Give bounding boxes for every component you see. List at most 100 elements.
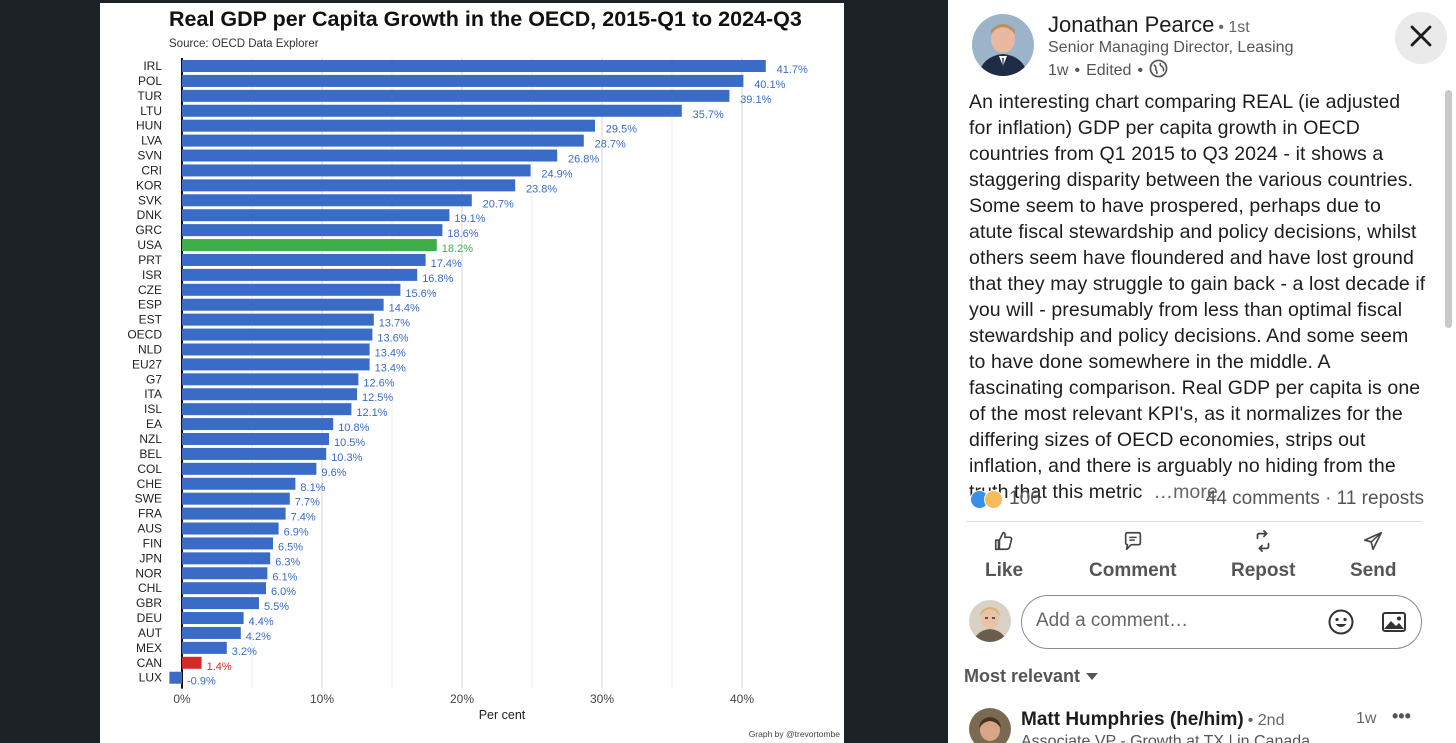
current-user-avatar[interactable] — [969, 600, 1011, 642]
category-label: FIN — [143, 536, 162, 550]
bar-svk — [182, 194, 472, 207]
chart-image[interactable]: Real GDP per Capita Growth in the OECD, … — [100, 3, 844, 743]
category-label: NOR — [135, 566, 162, 580]
caret-down-icon — [1086, 666, 1099, 687]
value-label: 10.5% — [334, 437, 365, 449]
value-label: 6.1% — [272, 571, 297, 583]
category-label: ITA — [144, 387, 162, 401]
bar-fra — [182, 507, 286, 520]
like-label: Like — [985, 560, 1024, 581]
bar-lva — [182, 134, 584, 147]
category-label: EA — [146, 417, 162, 431]
repost-arrows-icon — [1252, 530, 1274, 558]
reactions-summary[interactable]: 106 — [970, 488, 1041, 510]
meta-dot: • — [1074, 62, 1081, 79]
commenter-headline: Associate VP - Growth at TX | in Canada — [1021, 733, 1311, 743]
category-label: GBR — [136, 596, 162, 610]
comments-reposts-count[interactable]: 44 comments · 11 reposts — [1205, 488, 1424, 509]
value-label: 13.4% — [375, 347, 406, 359]
social-actions: Like Comment Repost Send — [966, 530, 1422, 582]
x-axis-label: Per cent — [479, 708, 526, 722]
category-label: COL — [137, 462, 162, 476]
author-headline: Senior Managing Director, Leasing — [1048, 39, 1294, 56]
category-label: CRI — [141, 163, 162, 177]
see-more-link[interactable]: …more — [1153, 481, 1218, 503]
bar-isl — [182, 403, 352, 416]
value-label: 28.7% — [595, 139, 626, 151]
commenter-name-text[interactable]: Matt Humphries (he/him) — [1021, 709, 1244, 730]
value-label: 23.8% — [526, 183, 557, 195]
value-label: 24.9% — [541, 168, 572, 180]
comment-box — [1021, 595, 1422, 649]
smiley-icon — [1327, 609, 1355, 640]
x-tick-label: 0% — [173, 692, 191, 706]
commenter-avatar[interactable] — [969, 708, 1011, 743]
bar-can — [182, 656, 202, 669]
divider — [966, 521, 1422, 522]
value-label: 17.4% — [431, 258, 462, 270]
category-label: HUN — [136, 119, 162, 133]
category-label: CZE — [138, 283, 162, 297]
category-label: LVA — [141, 134, 162, 148]
category-label: LTU — [140, 104, 162, 118]
panel-scrollbar[interactable] — [1445, 90, 1452, 328]
emoji-button[interactable] — [1327, 608, 1355, 641]
category-label: AUT — [138, 626, 163, 640]
author-name-text[interactable]: Jonathan Pearce — [1048, 12, 1215, 37]
category-label: DEU — [137, 611, 162, 625]
category-label: SVK — [138, 193, 162, 207]
send-button[interactable]: Send — [1350, 530, 1396, 582]
bar-swe — [182, 492, 290, 505]
category-label: CHL — [138, 581, 162, 595]
value-label: 7.4% — [291, 512, 316, 524]
like-button[interactable]: Like — [985, 530, 1023, 582]
sort-label: Most relevant — [964, 666, 1081, 686]
bar-isr — [182, 268, 418, 281]
value-label: 14.4% — [389, 303, 420, 315]
author-name[interactable]: Jonathan Pearce • 1st — [1048, 12, 1250, 38]
add-image-button[interactable] — [1380, 608, 1408, 641]
value-label: 16.8% — [422, 273, 453, 285]
bar-cze — [182, 283, 401, 296]
edited-label: Edited — [1086, 62, 1132, 79]
chart-title: Real GDP per Capita Growth in the OECD, … — [169, 7, 802, 31]
comment-input[interactable] — [1036, 610, 1316, 632]
category-label: NZL — [139, 432, 162, 446]
repost-button[interactable]: Repost — [1231, 530, 1295, 582]
comment-options-button[interactable]: ••• — [1392, 706, 1411, 726]
bar-aut — [182, 626, 241, 639]
thumbs-up-icon — [993, 530, 1015, 558]
category-label: SWE — [135, 492, 162, 506]
insightful-reaction-icon — [984, 489, 1003, 509]
commenter-name[interactable]: Matt Humphries (he/him) • 2nd — [1021, 709, 1284, 731]
bar-nor — [182, 567, 268, 580]
category-label: DNK — [137, 208, 162, 222]
value-label: 6.9% — [284, 527, 309, 539]
category-label: TUR — [137, 89, 162, 103]
value-label: 3.2% — [232, 646, 257, 658]
author-avatar[interactable] — [972, 14, 1034, 76]
value-label: 6.3% — [275, 556, 300, 568]
comment-button[interactable]: Comment — [1089, 530, 1177, 582]
bar-irl — [182, 60, 766, 72]
comment-label: Comment — [1089, 560, 1177, 581]
value-label: 1.4% — [207, 661, 232, 673]
close-button[interactable] — [1395, 12, 1447, 64]
bar-nzl — [182, 433, 329, 445]
bar-prt — [182, 253, 426, 266]
value-label: 8.1% — [300, 482, 325, 494]
value-label: 12.6% — [363, 377, 394, 389]
value-label: 13.6% — [377, 333, 408, 345]
value-label: 6.5% — [278, 541, 303, 553]
value-label: 29.5% — [606, 124, 637, 136]
reaction-count: 106 — [1009, 488, 1041, 509]
bar-kor — [182, 179, 516, 192]
bar-deu — [182, 612, 244, 625]
category-label: ISL — [144, 402, 162, 416]
bar-svn — [182, 149, 558, 162]
x-tick-label: 30% — [590, 692, 614, 706]
value-label: 7.7% — [295, 497, 320, 509]
image-viewer: Real GDP per Capita Growth in the OECD, … — [100, 3, 844, 743]
comment-sort-dropdown[interactable]: Most relevant — [964, 666, 1099, 687]
category-label: CAN — [137, 656, 162, 670]
